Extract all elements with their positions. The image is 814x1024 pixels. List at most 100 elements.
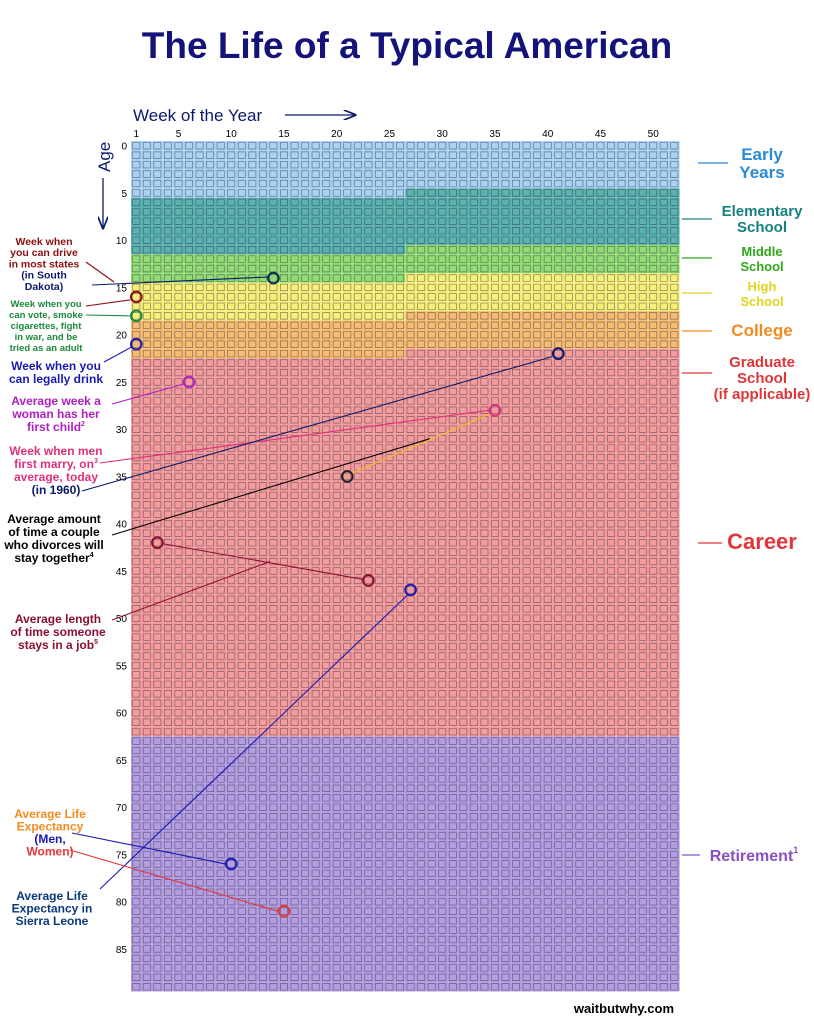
phase-label-7: Retirement1 xyxy=(682,845,798,865)
annotation-line: can legally drink xyxy=(9,372,103,386)
y-tick-label: 15 xyxy=(116,283,128,294)
x-tick-label: 45 xyxy=(595,129,607,140)
annotation-line: (Men, xyxy=(34,832,65,846)
y-tick-label: 65 xyxy=(116,756,128,767)
leader-line xyxy=(71,832,226,865)
y-tick-label: 45 xyxy=(116,567,128,578)
annotation-markers xyxy=(129,271,565,918)
y-tick-label: 50 xyxy=(116,614,128,625)
phase-label-line: School xyxy=(740,259,783,274)
x-tick-label: 50 xyxy=(648,129,660,140)
credit: waitbutwhy.com xyxy=(573,1001,674,1016)
annotation-line: stay together4 xyxy=(14,551,93,565)
leader-line xyxy=(91,276,268,286)
phase-label-line: Elementary xyxy=(722,203,804,220)
phase-label-line: School xyxy=(737,370,787,387)
y-tick-label: 55 xyxy=(116,661,128,672)
x-tick-label: 25 xyxy=(384,129,396,140)
annotation-line: average, today xyxy=(14,470,98,484)
phase-label-line: Career xyxy=(727,529,797,554)
leader-line xyxy=(99,594,408,890)
y-axis-title: Age xyxy=(95,142,114,172)
annotation-line: Week when you xyxy=(10,299,81,310)
y-tick-label: 75 xyxy=(116,850,128,861)
annotation-line: Average Life xyxy=(14,807,86,821)
y-tick-label: 10 xyxy=(116,236,128,247)
phase-label-line: School xyxy=(737,219,787,236)
phase-label-line: High xyxy=(748,279,777,294)
annotation-line: (in South xyxy=(21,270,67,282)
marker-sierra xyxy=(404,583,417,597)
leader-line xyxy=(351,412,492,474)
annotation-line: (in 1960) xyxy=(32,483,81,497)
annotation-line: Average amount xyxy=(7,512,101,526)
marker-drive xyxy=(267,271,280,285)
leader-line xyxy=(99,409,490,464)
x-tick-label: 5 xyxy=(176,129,182,140)
x-axis-title: Week of the Year xyxy=(133,106,263,125)
phase-label-4: College xyxy=(682,321,793,340)
phase-label-line: School xyxy=(740,294,783,309)
x-tick-label: 10 xyxy=(226,129,238,140)
phase-label-line: Middle xyxy=(741,244,782,259)
phase-label-line: Graduate xyxy=(729,354,795,371)
phase-label-line: (if applicable) xyxy=(714,386,811,403)
annotation-leaders xyxy=(69,261,553,912)
marker-job2 xyxy=(362,574,375,587)
annotation-line: in war, and be xyxy=(15,332,78,343)
x-tick-label: 15 xyxy=(278,129,290,140)
phase-label-6: Career xyxy=(698,529,797,554)
marker-marry xyxy=(488,404,502,417)
y-tick-label: 30 xyxy=(116,425,128,436)
annotation-line: Expectancy in xyxy=(12,902,93,916)
annotation-line: who divorces will xyxy=(3,538,103,552)
x-tick-label: 40 xyxy=(542,129,554,140)
leader-line xyxy=(85,299,131,307)
leader-line xyxy=(85,261,115,283)
marker-vote2 xyxy=(129,309,143,323)
y-tick-label: 20 xyxy=(116,331,128,342)
leader-line xyxy=(111,438,431,536)
y-tick-label: 0 xyxy=(121,142,127,153)
annotation-line: Dakota) xyxy=(25,281,64,293)
leader-line xyxy=(103,346,132,363)
leader-line xyxy=(69,849,279,912)
annotation-line: cigarettes, fight xyxy=(11,321,83,332)
phase-band-4 xyxy=(131,311,680,359)
phase-label-line: Early xyxy=(741,145,783,164)
y-tick-labels: 0 5 10 15 20 25 30 35 40 45 50 55 60 65 70 75 80 85 xyxy=(116,142,128,956)
marker-men xyxy=(224,857,238,871)
y-tick-label: 60 xyxy=(116,709,128,720)
annotation-line: Average Life xyxy=(16,889,88,903)
annotation-line: of time a couple xyxy=(8,525,100,539)
annotation-line: you can drive xyxy=(10,247,78,259)
marker-vote xyxy=(129,290,143,304)
leader-line xyxy=(81,356,553,492)
phase-bands xyxy=(131,141,680,992)
annotation-line: Average length xyxy=(15,612,101,626)
phase-band-1 xyxy=(131,188,680,255)
annotation-line: Women) xyxy=(26,845,73,859)
y-tick-label: 40 xyxy=(116,520,128,531)
annotation-line: in most states xyxy=(9,258,80,270)
x-tick-label: 35 xyxy=(489,129,501,140)
chart-title: The Life of a Typical American xyxy=(142,25,672,66)
marker-divorce xyxy=(340,470,354,483)
annotation-line: first child2 xyxy=(27,420,85,434)
phase-label-line: Years xyxy=(739,163,784,182)
marker-drink xyxy=(129,337,143,351)
annotation-line: stays in a job5 xyxy=(18,638,98,652)
